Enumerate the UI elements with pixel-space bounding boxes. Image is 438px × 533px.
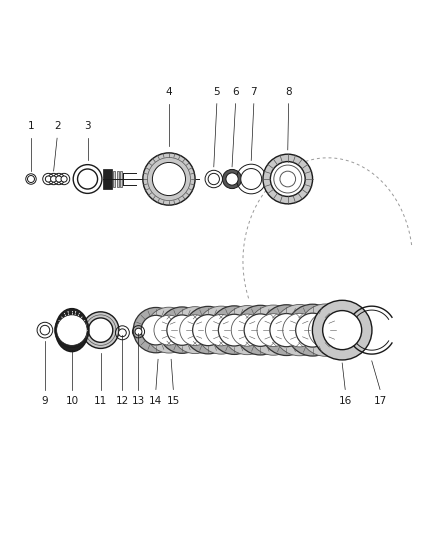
Ellipse shape: [193, 314, 224, 346]
Ellipse shape: [308, 313, 343, 348]
Ellipse shape: [280, 171, 296, 187]
Ellipse shape: [184, 306, 232, 354]
Ellipse shape: [270, 313, 303, 347]
Ellipse shape: [167, 315, 197, 345]
Text: 2: 2: [54, 122, 60, 131]
Ellipse shape: [197, 306, 245, 354]
Ellipse shape: [323, 311, 362, 350]
Ellipse shape: [248, 305, 298, 355]
Ellipse shape: [208, 173, 219, 184]
Ellipse shape: [261, 305, 312, 356]
Ellipse shape: [141, 316, 171, 345]
Ellipse shape: [50, 176, 57, 182]
Ellipse shape: [274, 304, 325, 356]
Text: 16: 16: [339, 397, 352, 406]
Ellipse shape: [257, 314, 290, 346]
Text: 8: 8: [285, 87, 292, 97]
Ellipse shape: [180, 315, 210, 345]
Ellipse shape: [244, 314, 276, 346]
Bar: [120, 171, 122, 187]
Ellipse shape: [231, 314, 263, 346]
Bar: [117, 171, 119, 187]
Ellipse shape: [312, 300, 372, 360]
Ellipse shape: [172, 306, 219, 353]
Ellipse shape: [283, 313, 316, 347]
Text: 4: 4: [166, 87, 172, 97]
Ellipse shape: [219, 314, 250, 346]
Ellipse shape: [226, 173, 238, 185]
Ellipse shape: [135, 328, 142, 335]
Ellipse shape: [82, 312, 119, 349]
Text: 5: 5: [213, 87, 220, 97]
Ellipse shape: [263, 154, 313, 204]
Text: 17: 17: [374, 397, 387, 406]
Ellipse shape: [159, 307, 205, 353]
Ellipse shape: [270, 161, 305, 197]
Ellipse shape: [55, 309, 88, 352]
Text: 14: 14: [149, 397, 162, 406]
Ellipse shape: [296, 313, 329, 347]
Ellipse shape: [223, 305, 272, 354]
Ellipse shape: [118, 329, 126, 337]
Ellipse shape: [56, 176, 62, 182]
Ellipse shape: [40, 325, 49, 335]
Ellipse shape: [241, 168, 261, 189]
Text: 15: 15: [167, 397, 180, 406]
Ellipse shape: [57, 315, 87, 345]
Text: 12: 12: [116, 397, 129, 406]
Text: 11: 11: [94, 397, 107, 406]
Ellipse shape: [205, 314, 237, 346]
Bar: [113, 171, 116, 187]
Bar: [103, 169, 112, 189]
Ellipse shape: [287, 304, 339, 356]
Ellipse shape: [133, 308, 179, 353]
Ellipse shape: [210, 306, 258, 354]
Text: 10: 10: [65, 397, 78, 406]
Ellipse shape: [88, 318, 113, 342]
Ellipse shape: [154, 315, 184, 345]
Text: 6: 6: [232, 87, 239, 97]
Text: 13: 13: [132, 397, 145, 406]
Ellipse shape: [143, 153, 195, 205]
Ellipse shape: [61, 176, 67, 182]
Ellipse shape: [78, 169, 98, 189]
Ellipse shape: [236, 305, 285, 355]
Text: 3: 3: [84, 122, 91, 131]
Ellipse shape: [46, 176, 51, 182]
Ellipse shape: [28, 175, 35, 182]
Text: 1: 1: [28, 122, 34, 131]
Ellipse shape: [152, 163, 185, 196]
Text: 7: 7: [251, 87, 257, 97]
Text: 9: 9: [42, 397, 48, 406]
Ellipse shape: [223, 169, 242, 189]
Ellipse shape: [300, 304, 352, 357]
Ellipse shape: [146, 307, 192, 353]
